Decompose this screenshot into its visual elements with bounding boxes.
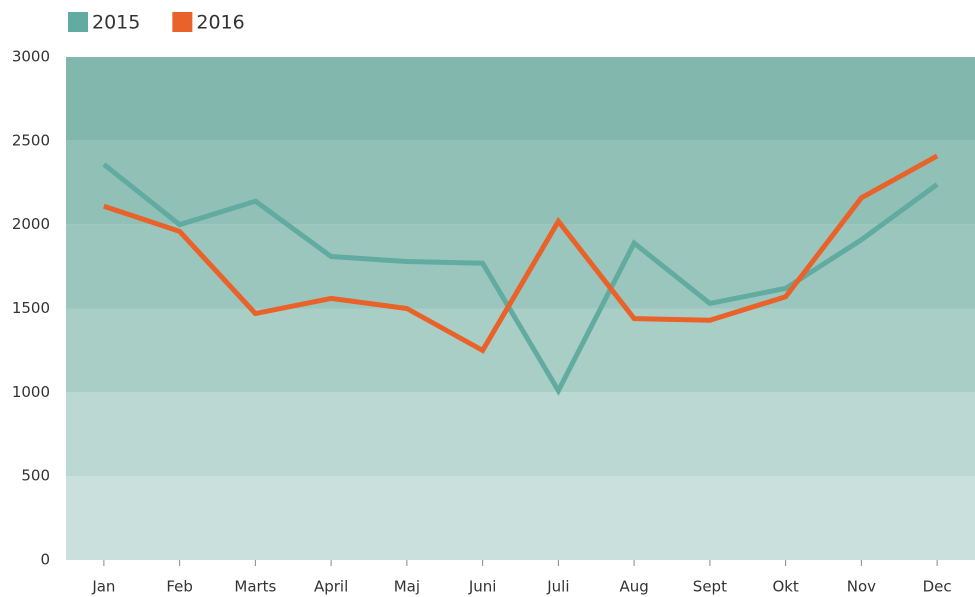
- x-tick-label: Maj: [394, 578, 420, 596]
- y-tick-label: 3000: [12, 48, 50, 66]
- legend-swatch: [68, 12, 88, 32]
- x-tick-label: Sept: [693, 578, 727, 596]
- x-tick-label: Okt: [772, 578, 798, 596]
- legend-label: 2015: [92, 12, 140, 34]
- legend-swatch: [172, 12, 193, 32]
- x-tick-label: Juli: [546, 578, 569, 596]
- legend-label: 2016: [196, 12, 244, 34]
- x-tick-label: Jan: [91, 578, 115, 596]
- grid-band: [66, 476, 975, 560]
- series-line: [103, 153, 939, 354]
- y-tick-label: 2500: [12, 131, 50, 149]
- x-tick-label: Nov: [847, 578, 876, 596]
- x-tick-label: April: [314, 578, 348, 596]
- grid-band: [66, 392, 975, 477]
- grid-band: [66, 140, 975, 225]
- x-tick-label: Dec: [923, 578, 952, 596]
- y-tick-label: 0: [40, 551, 50, 569]
- y-tick-label: 1000: [12, 383, 50, 401]
- grid-band: [66, 57, 975, 141]
- grid-band: [66, 308, 975, 393]
- y-tick-label: 500: [21, 467, 50, 485]
- x-tick-label: Juni: [468, 578, 497, 596]
- y-tick-label: 1500: [12, 299, 50, 317]
- grid-band: [66, 224, 975, 309]
- y-tick-label: 2000: [12, 215, 50, 233]
- x-tick-label: Aug: [619, 578, 648, 596]
- x-tick-label: Feb: [166, 578, 193, 596]
- x-tick-label: Marts: [234, 578, 276, 596]
